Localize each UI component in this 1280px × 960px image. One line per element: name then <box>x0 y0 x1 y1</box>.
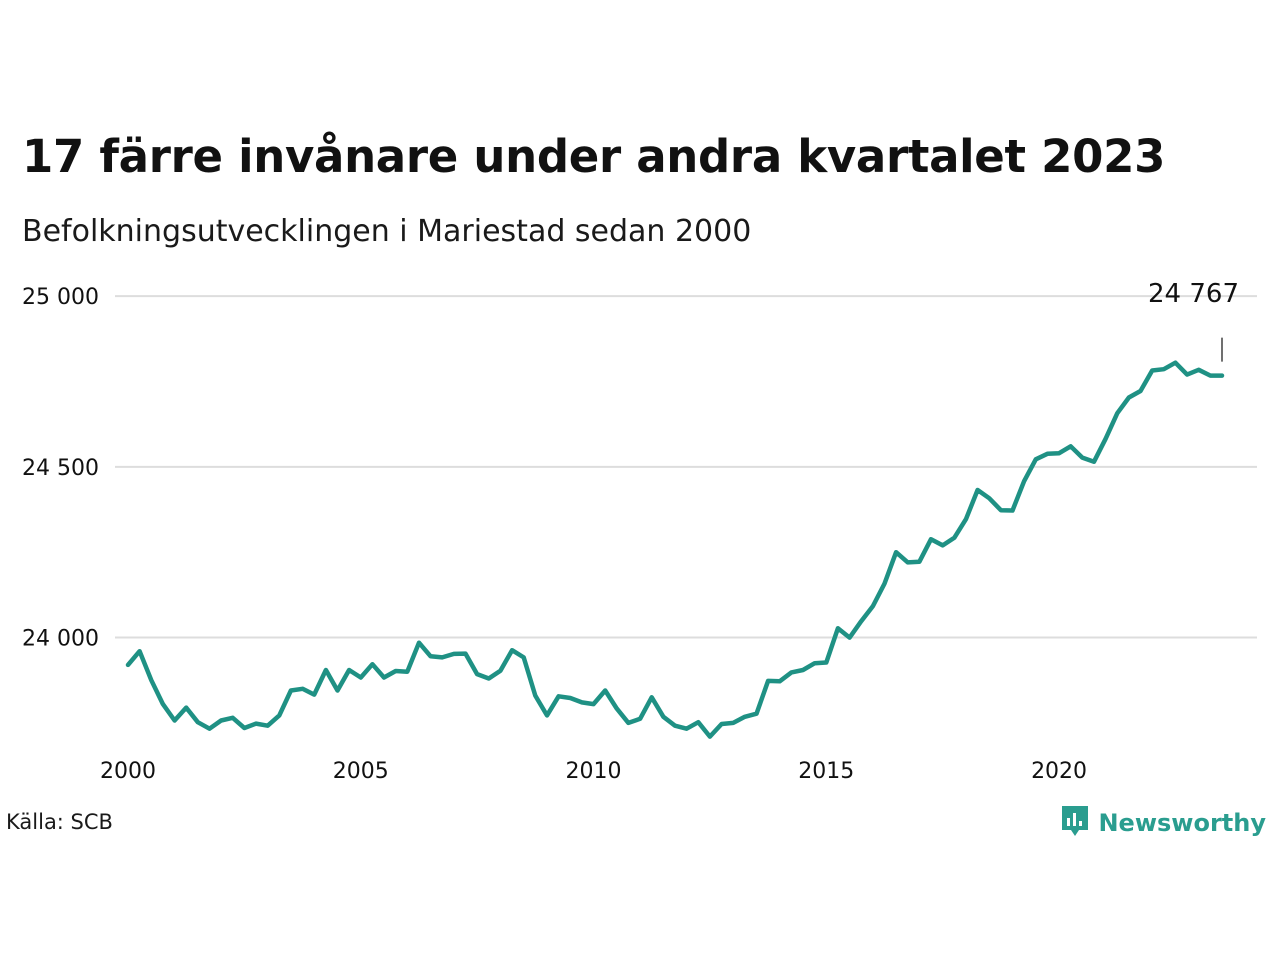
annotation-layer: 24 767 <box>1148 279 1239 362</box>
x-tick-label: 2005 <box>333 759 389 784</box>
x-tick-label: 2020 <box>1031 759 1087 784</box>
brand-name: Newsworthy <box>1098 809 1266 837</box>
x-tick-label: 2000 <box>100 759 156 784</box>
series-line <box>125 360 1225 739</box>
grid-lines <box>115 295 1257 639</box>
brand-logo[interactable]: Newsworthy <box>1060 804 1266 842</box>
bar-chart-speech-bubble-icon <box>1060 804 1090 842</box>
last-value-label: 24 767 <box>1148 279 1239 309</box>
series-layer <box>125 360 1225 739</box>
y-axis-ticks: 24 000 24 500 25 000 <box>22 285 99 651</box>
y-tick-label: 25 000 <box>22 285 99 310</box>
x-tick-label: 2010 <box>566 759 622 784</box>
chart-title: 17 färre invånare under andra kvartalet … <box>22 130 1166 183</box>
y-tick-label: 24 000 <box>22 627 99 652</box>
y-tick-label: 24 500 <box>22 456 99 481</box>
x-axis-ticks: 2000 2005 2010 2015 2020 <box>100 759 1087 784</box>
chart-subtitle: Befolkningsutvecklingen i Mariestad seda… <box>22 214 752 249</box>
source-note: Källa: SCB <box>6 810 113 834</box>
x-tick-label: 2015 <box>798 759 854 784</box>
